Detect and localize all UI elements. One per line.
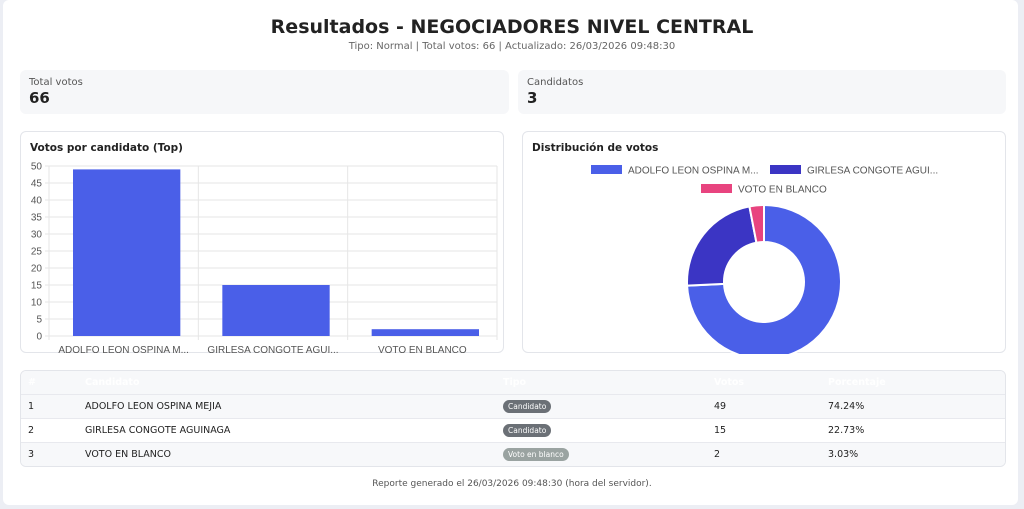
row-type: Voto en blanco [503, 443, 569, 466]
donut-slice [748, 203, 765, 244]
row-type: Candidato [503, 395, 552, 418]
table-row: 1 ADOLFO LEON OSPINA MEJIA Candidato 49 74.2… [21, 394, 1005, 418]
y-tick-label: 10 [31, 298, 43, 309]
row-num: 1 [28, 401, 35, 412]
stat-total-votes: Total votos 66 [20, 70, 509, 114]
row-percent: 74.24% [828, 401, 865, 412]
stat-candidates: Candidatos 3 [518, 70, 1006, 114]
bar [371, 329, 479, 336]
y-tick-label: 30 [31, 230, 43, 241]
x-tick-label: ADOLFO LEON OSPINA M... [58, 345, 189, 354]
stat-label: Total votos [29, 77, 83, 88]
y-tick-label: 20 [31, 264, 43, 275]
row-candidate: VOTO EN BLANCO [85, 449, 171, 460]
legend-label: GIRLESA CONGOTE AGUI... [807, 166, 938, 177]
type-badge: Candidato [503, 424, 552, 437]
legend-swatch [770, 165, 801, 174]
row-candidate: GIRLESA CONGOTE AGUINAGA [85, 425, 231, 436]
row-percent: 22.73% [828, 425, 865, 436]
x-tick-label: GIRLESA CONGOTE AGUI... [207, 345, 338, 354]
row-votes: 2 [714, 449, 721, 460]
bar [73, 169, 181, 336]
bar-chart: 0 5 10 15 20 25 30 35 40 45 50 ADOLFO LEON OSPINA M… [31, 162, 498, 354]
row-type: Candidato [503, 419, 552, 442]
page-subtitle: Tipo: Normal | Total votos: 66 | Actuali… [348, 41, 676, 52]
y-tick-label: 45 [31, 179, 43, 190]
donut-chart: ADOLFO LEON OSPINA M... GIRLESA CONGOTE A… [591, 165, 938, 354]
y-tick-label: 0 [36, 332, 42, 343]
bar-chart-title: Votos por candidato (Top) [30, 142, 183, 154]
stat-label: Candidatos [527, 77, 584, 88]
results-table: # Candidato Tipo Votos Porcentaje 1 ADOLF… [20, 370, 1006, 467]
y-tick-label: 15 [31, 281, 43, 292]
col-candidate: Candidato [85, 377, 140, 388]
col-type: Tipo [503, 377, 527, 388]
legend-swatch [701, 184, 732, 193]
stat-value: 66 [29, 89, 50, 107]
row-percent: 3.03% [828, 449, 859, 460]
row-candidate: ADOLFO LEON OSPINA MEJIA [85, 401, 222, 412]
donut-slice [686, 205, 758, 287]
col-num: # [28, 377, 36, 388]
row-num: 2 [28, 425, 35, 436]
stat-value: 3 [527, 89, 538, 107]
table-header: # Candidato Tipo Votos Porcentaje [21, 371, 1005, 394]
x-tick-label: VOTO EN BLANCO [378, 345, 467, 354]
col-percent: Porcentaje [828, 377, 886, 388]
y-tick-label: 25 [31, 247, 43, 258]
row-votes: 15 [714, 425, 727, 436]
y-tick-label: 50 [31, 162, 43, 173]
row-num: 3 [28, 449, 35, 460]
y-tick-label: 5 [36, 315, 42, 326]
table-row: 2 GIRLESA CONGOTE AGUINAGA Candidato 15 22.7… [21, 418, 1005, 442]
table-row: 3 VOTO EN BLANCO Voto en blanco 2 3.03% [21, 442, 1005, 466]
y-tick-label: 35 [31, 213, 43, 224]
bar-chart-panel: Votos por candidato (Top) 0 5 10 15 20 25 30 35… [20, 131, 504, 354]
type-badge: Candidato [503, 400, 552, 413]
footer-note: Reporte generado el 26/03/2026 09:48:30 … [372, 479, 652, 489]
y-tick-label: 40 [31, 196, 43, 207]
type-badge: Voto en blanco [503, 448, 569, 461]
col-votes: Votos [714, 377, 745, 388]
legend-label: ADOLFO LEON OSPINA M... [628, 166, 759, 177]
donut-slice [686, 203, 842, 354]
row-votes: 49 [714, 401, 727, 412]
bar [222, 285, 330, 336]
legend-swatch [591, 165, 622, 174]
page-title: Resultados - NEGOCIADORES NIVEL CENTRAL [270, 16, 754, 38]
pie-chart-panel: Distribución de votos ADOLFO LEON OSPINA… [522, 131, 1006, 354]
legend-label: VOTO EN BLANCO [738, 185, 827, 196]
pie-chart-title: Distribución de votos [532, 142, 659, 154]
